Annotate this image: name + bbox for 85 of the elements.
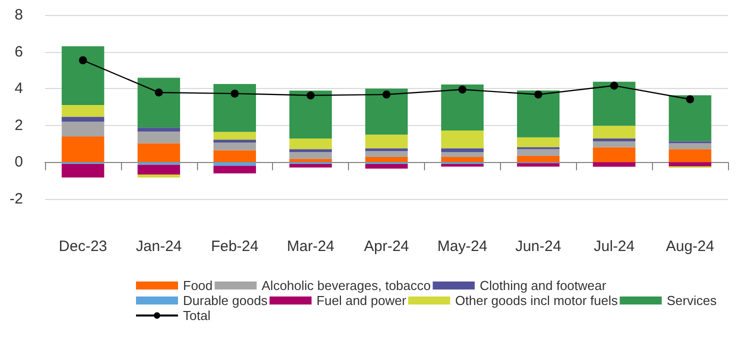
x-tick-label: Jun-24 <box>515 238 562 255</box>
bar <box>517 149 560 156</box>
bar <box>138 131 180 144</box>
legend-label: Durable goods <box>183 293 268 308</box>
bar <box>441 84 484 131</box>
legend-label: Total <box>183 308 211 323</box>
bar <box>592 138 636 142</box>
bar <box>441 164 484 167</box>
legend-label: Food <box>183 278 213 293</box>
bar <box>592 162 636 167</box>
bar <box>289 149 332 152</box>
point <box>610 82 618 90</box>
bar <box>517 90 560 138</box>
x-tick-label: Jan-24 <box>136 238 182 255</box>
legend-label: Other goods incl motor fuels <box>455 293 618 308</box>
bar <box>213 132 256 140</box>
bar <box>668 162 712 166</box>
y-tick-label: 2 <box>14 116 23 134</box>
bar <box>213 142 256 150</box>
x-tick-label: Jul-24 <box>594 238 635 255</box>
legend-label: Fuel and power <box>316 293 407 308</box>
point <box>154 88 163 96</box>
legend-label: Alcoholic beverages, tobacco <box>262 278 431 293</box>
x-tick-label: Apr-24 <box>364 238 410 255</box>
bar <box>138 143 180 162</box>
point <box>458 86 466 94</box>
bar <box>62 46 104 105</box>
bar <box>138 174 180 178</box>
x-tick-label: Aug-24 <box>666 238 714 255</box>
bar <box>365 148 408 152</box>
bar <box>592 141 636 148</box>
bar <box>668 95 712 142</box>
bar <box>365 164 408 169</box>
bar <box>365 157 408 162</box>
point <box>230 90 239 98</box>
point <box>534 90 542 98</box>
bar <box>62 104 104 117</box>
bar <box>289 158 332 162</box>
y-tick-label: 8 <box>14 6 23 24</box>
legend-label: Services <box>666 293 718 308</box>
bar <box>289 90 332 138</box>
bar <box>213 166 256 174</box>
bar <box>365 134 408 148</box>
y-tick-label: 4 <box>14 80 23 98</box>
x-tick-label: May-24 <box>437 238 488 255</box>
bar <box>138 78 180 128</box>
bar <box>62 164 104 178</box>
bar <box>289 164 332 168</box>
bar <box>289 152 332 159</box>
bar <box>592 82 636 126</box>
bar <box>441 152 484 158</box>
bar <box>62 136 104 162</box>
y-tick-label: 0 <box>14 154 23 171</box>
x-tick-label: Feb-24 <box>210 238 258 255</box>
bar <box>62 116 104 122</box>
y-tick-label: 6 <box>14 43 23 60</box>
bar <box>517 163 560 167</box>
bar <box>138 162 180 165</box>
bar <box>668 149 712 162</box>
bar <box>592 126 636 138</box>
bar <box>441 130 484 148</box>
point <box>78 56 87 64</box>
bar <box>441 157 484 162</box>
x-tick-label: Mar-24 <box>286 238 334 255</box>
bar <box>62 122 104 136</box>
bar <box>441 148 484 152</box>
bar <box>138 128 180 132</box>
x-tick-label: Dec-23 <box>58 238 108 255</box>
bar <box>517 137 560 148</box>
y-tick-label: -2 <box>10 190 23 208</box>
legend-label: Clothing and footwear <box>480 278 607 293</box>
point <box>382 90 390 98</box>
bar <box>213 162 256 166</box>
bar <box>289 138 332 150</box>
bar <box>213 84 256 132</box>
point <box>306 91 315 100</box>
bar <box>592 147 636 162</box>
bar <box>365 151 408 158</box>
bar <box>213 140 256 143</box>
bar <box>213 150 256 162</box>
bar <box>668 143 712 150</box>
bar <box>517 156 560 162</box>
point <box>686 95 694 104</box>
bar <box>138 164 180 175</box>
bar <box>365 88 408 135</box>
